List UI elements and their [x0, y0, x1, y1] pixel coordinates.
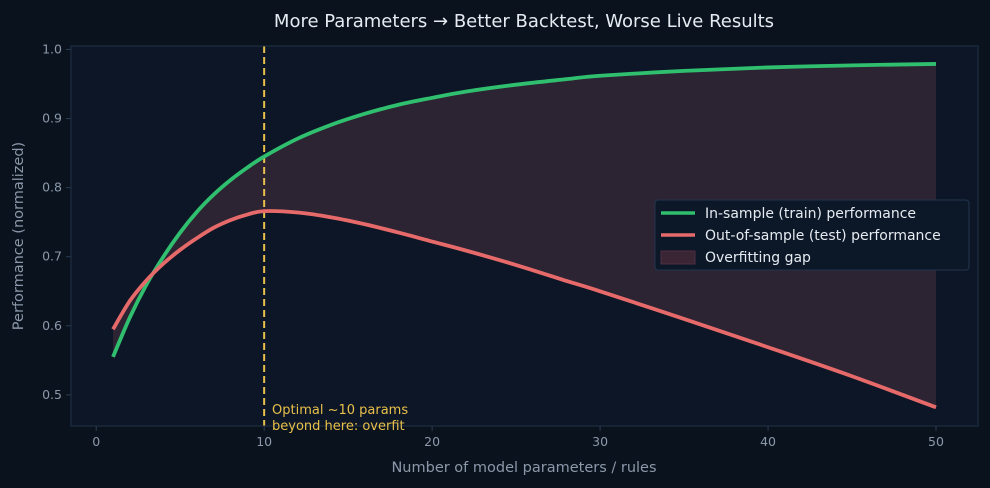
y-axis-ticks: 0.5 0.6 0.7 0.8 0.9 1.0: [42, 41, 71, 402]
legend: In-sample (train) performance Out-of-sam…: [654, 199, 970, 271]
x-tick-label: 10: [256, 434, 272, 449]
y-tick-label: 1.0: [42, 41, 62, 56]
x-tick-label: 30: [592, 434, 608, 449]
y-tick-label: 0.9: [42, 111, 62, 126]
y-tick-label: 0.6: [42, 318, 62, 333]
overfitting-gap-area: [112, 63, 937, 408]
x-tick-label: 0: [92, 434, 100, 449]
y-tick-label: 0.7: [42, 249, 62, 264]
lines-layer: [111, 62, 937, 410]
annotation-line-2: beyond here: overfit: [272, 419, 405, 434]
chart-title: More Parameters → Better Backtest, Worse…: [274, 11, 774, 32]
legend-label-in-sample: In-sample (train) performance: [705, 206, 916, 222]
legend-swatch-overfitting-gap: [660, 250, 696, 265]
x-tick-label: 20: [424, 434, 440, 449]
legend-label-out-of-sample: Out-of-sample (test) performance: [705, 228, 941, 244]
y-axis-label: Performance (normalized): [11, 142, 27, 330]
legend-label-overfitting-gap: Overfitting gap: [705, 250, 811, 266]
fill-layer: [112, 63, 937, 408]
plot-frame: [70, 45, 979, 427]
series-out-of-sample-line: [111, 209, 937, 410]
annotation: Optimal ~10 params beyond here: overfit: [272, 403, 408, 434]
y-tick-label: 0.5: [42, 387, 62, 402]
annotation-line-1: Optimal ~10 params: [272, 403, 408, 418]
legend-box: [654, 199, 970, 271]
x-axis-label: Number of model parameters / rules: [391, 460, 656, 476]
series-in-sample-line: [111, 62, 937, 358]
y-tick-label: 0.8: [42, 180, 62, 195]
x-tick-label: 40: [760, 434, 776, 449]
x-tick-label: 50: [928, 434, 944, 449]
x-axis-ticks: 0 10 20 30 40 50: [92, 426, 944, 449]
